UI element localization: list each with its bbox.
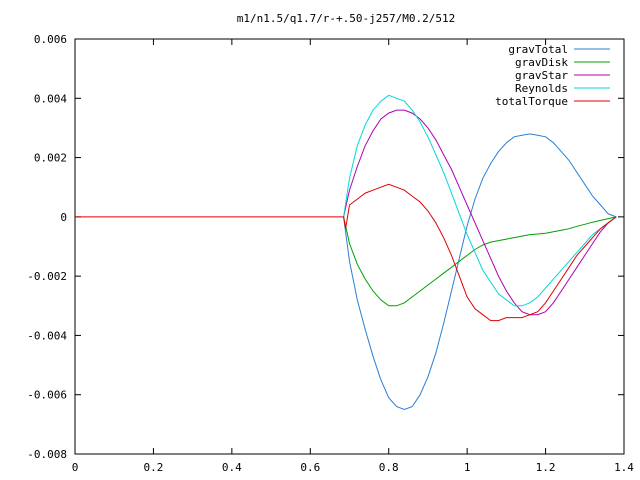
legend-label-totaltorque: totalTorque xyxy=(495,95,568,108)
x-tick-label: 0.8 xyxy=(379,461,399,474)
x-tick-label: 1.4 xyxy=(614,461,634,474)
y-tick-label: 0.004 xyxy=(34,92,67,105)
x-tick-label: 0.4 xyxy=(222,461,242,474)
y-tick-label: 0.002 xyxy=(34,152,67,165)
plot-frame xyxy=(74,38,625,455)
series-line-gravstar xyxy=(343,109,617,316)
x-tick-label: 0.6 xyxy=(300,461,320,474)
x-tick-label: 1 xyxy=(464,461,471,474)
legend-label-reynolds: Reynolds xyxy=(515,82,568,95)
y-tick-label: -0.008 xyxy=(27,448,67,461)
x-tick-label: 0 xyxy=(72,461,79,474)
y-tick-label: 0.006 xyxy=(34,33,67,46)
series-line-gravtotal xyxy=(343,133,617,411)
y-tick-label: -0.002 xyxy=(27,270,67,283)
legend-label-gravdisk: gravDisk xyxy=(515,56,568,69)
series-line-reynolds xyxy=(343,94,617,307)
x-tick-label: 1.2 xyxy=(536,461,556,474)
y-tick-label: -0.004 xyxy=(27,329,67,342)
chart-title: m1/n1.5/q1.7/r-+.50-j257/M0.2/512 xyxy=(237,12,456,25)
series-line-gravdisk xyxy=(343,216,617,307)
y-tick-label: 0 xyxy=(60,211,67,224)
legend-label-gravstar: gravStar xyxy=(515,69,568,82)
series-line-totaltorque xyxy=(75,183,617,322)
x-tick-label: 0.2 xyxy=(143,461,163,474)
legend-label-gravtotal: gravTotal xyxy=(508,43,568,56)
y-tick-label: -0.006 xyxy=(27,389,67,402)
